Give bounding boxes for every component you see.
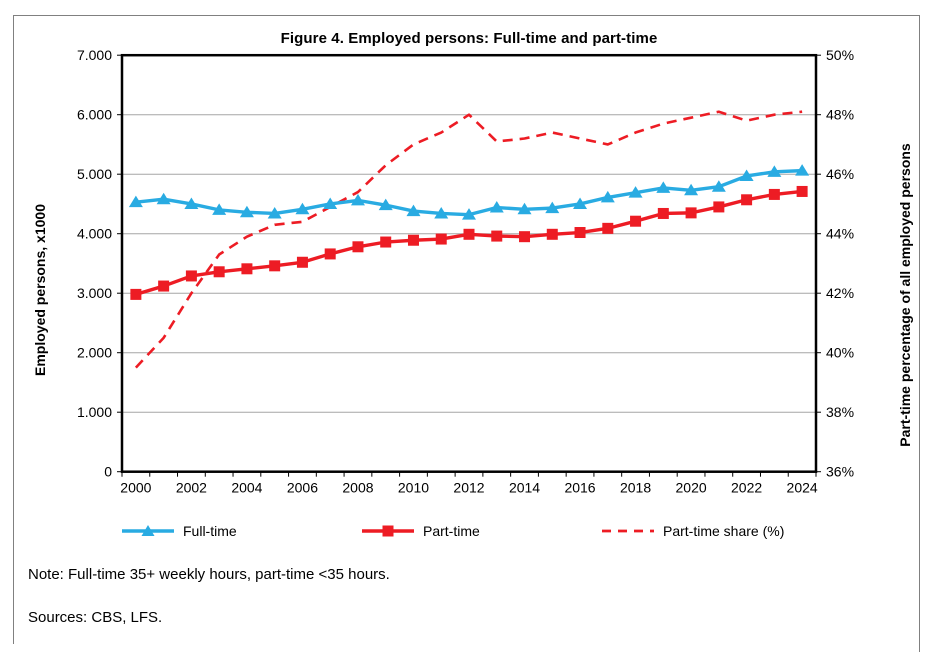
x-axis-tick-label: 2018 [620, 480, 651, 496]
part-time-line-marker-icon [362, 525, 414, 537]
right-axis-tick-label: 48% [826, 107, 854, 123]
x-axis-tick-label: 2010 [398, 480, 429, 496]
x-axis-tick-label: 2000 [120, 480, 151, 496]
left-axis-tick-label: 0 [104, 464, 112, 480]
x-axis-tick-label: 2020 [676, 480, 707, 496]
x-axis-tick-label: 2014 [509, 480, 540, 496]
outer-border [13, 15, 920, 652]
left-axis-tick-label: 6.000 [77, 107, 112, 123]
left-axis-tick-label: 5.000 [77, 166, 112, 182]
legend-label-full-time: Full-time [183, 523, 237, 539]
right-axis-tick-label: 42% [826, 285, 854, 301]
x-axis-tick-label: 2008 [342, 480, 373, 496]
left-axis-tick-label: 1.000 [77, 404, 112, 420]
right-axis-tick-label: 36% [826, 464, 854, 480]
series-part-time [130, 185, 808, 300]
x-axis-tick-label: 2002 [176, 480, 207, 496]
part-time-share-dashed-line-icon [602, 529, 654, 533]
x-axis-tick-label: 2022 [731, 480, 762, 496]
chart-title: Figure 4. Employed persons: Full-time an… [280, 30, 658, 47]
right-axis-tick-label: 40% [826, 345, 854, 361]
series-part-time-share [134, 110, 803, 369]
axis-tick-labels: 0 1.000 2.000 3.000 4.000 5.000 6.000 7.000 36% 3… [77, 47, 854, 496]
legend-item-full-time: Full-time [120, 521, 237, 541]
plot-area [122, 55, 816, 472]
x-axis-tick-label: 2004 [231, 480, 262, 496]
sources-text: Sources: CBS, LFS. [28, 609, 163, 626]
series-full-time [128, 164, 810, 220]
left-axis-title: Employed persons, x1000 [32, 204, 48, 376]
x-axis-tick-label: 2006 [287, 480, 318, 496]
right-axis-tick-label: 38% [826, 404, 854, 420]
x-axis-tick-label: 2012 [453, 480, 484, 496]
legend-label-part-time-share: Part-time share (%) [663, 523, 785, 539]
x-axis-tick-label: 2016 [564, 480, 595, 496]
right-axis-title: Part-time percentage of all employed per… [897, 143, 913, 447]
note-text: Note: Full-time 35+ weekly hours, part-t… [28, 566, 390, 583]
left-axis-tick-label: 4.000 [77, 226, 112, 242]
right-axis-tick-label: 46% [826, 166, 854, 182]
left-axis-tick-label: 3.000 [77, 285, 112, 301]
right-axis-tick-label: 44% [826, 226, 854, 242]
x-axis-tick-label: 2024 [787, 480, 818, 496]
left-axis-tick-label: 2.000 [77, 345, 112, 361]
full-time-line-marker-icon [122, 525, 174, 536]
left-axis-tick-label: 7.000 [77, 47, 112, 63]
chart-legend: Full-time Part-time Part-time share (%) [0, 521, 934, 543]
legend-item-part-time: Part-time [360, 521, 480, 541]
legend-label-part-time: Part-time [423, 523, 480, 539]
legend-item-part-time-share: Part-time share (%) [600, 521, 784, 541]
plot-border [120, 53, 818, 473]
right-axis-tick-label: 50% [826, 47, 854, 63]
